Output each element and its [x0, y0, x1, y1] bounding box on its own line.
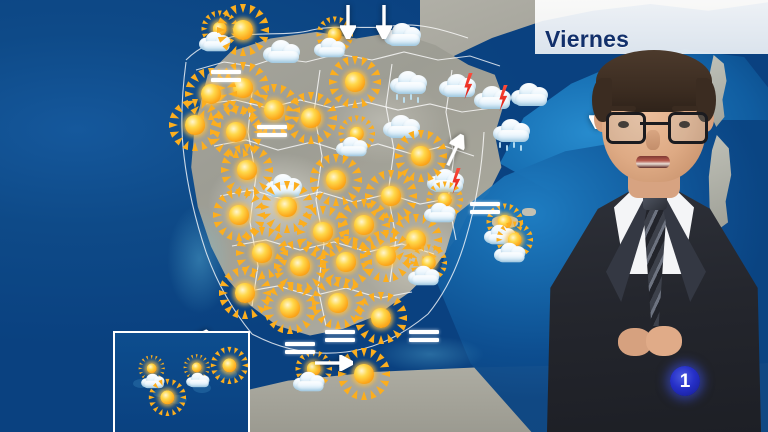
cloud-icon — [263, 169, 307, 203]
sun-icon — [217, 62, 269, 114]
sun-behind-cloud-icon — [489, 221, 534, 266]
sun-behind-cloud-icon — [288, 350, 333, 395]
wind-direction-arrow-icon — [340, 5, 356, 39]
sun-behind-cloud-icon — [309, 16, 354, 61]
sun-icon — [221, 144, 273, 196]
fog-icon — [211, 70, 241, 86]
sun-icon — [338, 348, 390, 400]
sun-icon — [395, 130, 447, 182]
sun-icon — [210, 346, 248, 384]
fog-icon — [470, 202, 500, 218]
sun-icon — [210, 106, 262, 158]
sun-behind-cloud-icon — [178, 354, 212, 388]
cloud-icon — [509, 78, 553, 112]
sun-icon — [248, 84, 300, 136]
sun-behind-cloud-icon — [479, 203, 524, 248]
fog-icon — [409, 330, 439, 346]
sun-icon — [261, 181, 313, 233]
sun-icon — [355, 292, 407, 344]
gran-canaria-island — [193, 383, 211, 393]
sun-icon — [329, 56, 381, 108]
la-palma-island — [133, 379, 149, 388]
sun-icon — [312, 277, 364, 329]
sun-icon — [310, 154, 362, 206]
rain-cloud-icon — [388, 68, 432, 103]
cloud-icon — [261, 35, 305, 69]
presenter-hair-side-left — [592, 78, 612, 122]
fog-icon — [257, 125, 287, 141]
sun-behind-cloud-icon — [194, 10, 239, 55]
sun-icon — [297, 206, 349, 258]
sun-icon — [264, 282, 316, 334]
cloud-icon — [141, 373, 167, 389]
fog-icon — [325, 330, 355, 346]
channel-logo-la1: 1 — [670, 366, 700, 396]
fuerteventura-island — [215, 369, 237, 379]
glasses-icon-left-lens — [606, 112, 646, 144]
presenter-mouth — [636, 156, 670, 168]
thunderstorm-icon — [439, 71, 483, 105]
sun-behind-cloud-icon — [133, 355, 167, 389]
thunderstorm-icon — [427, 166, 471, 200]
glasses-icon-right-lens — [668, 112, 708, 144]
cloud-icon — [293, 371, 327, 392]
sun-behind-cloud-icon — [403, 244, 448, 289]
cloud-icon — [199, 31, 233, 52]
presenter-eye-left — [618, 121, 629, 128]
sun-icon — [148, 378, 186, 416]
cloud-icon — [314, 37, 348, 58]
wind-direction-arrow-icon — [315, 355, 353, 371]
presenter-eyebrow-right — [672, 106, 698, 111]
sardinia-island — [708, 135, 732, 230]
wind-direction-arrow-icon — [376, 5, 392, 39]
presenter-tie — [644, 200, 666, 326]
cloud-icon — [494, 242, 528, 263]
canary-islands-inset-panel[interactable] — [113, 331, 250, 432]
presenter-eye-right — [679, 121, 690, 128]
fog-icon — [285, 342, 315, 358]
menorca-island — [522, 208, 536, 216]
tenerife-island — [169, 395, 187, 404]
sun-icon — [365, 170, 417, 222]
channel-logo-label: 1 — [679, 370, 691, 392]
day-label: Viernes — [545, 26, 630, 52]
presenter-eyebrow-left — [610, 106, 636, 111]
sun-icon — [219, 267, 271, 319]
sun-icon — [285, 92, 337, 144]
cloud-icon — [484, 224, 518, 245]
la-gomera-island — [153, 389, 167, 397]
cloud-icon — [336, 136, 370, 157]
cloud-icon — [186, 372, 212, 388]
canary-weather-symbols — [115, 333, 248, 432]
presenter-hair — [596, 50, 712, 112]
sun-icon — [390, 214, 442, 266]
cloud-icon — [381, 110, 425, 144]
weather-presenter — [540, 42, 768, 432]
sun-behind-cloud-icon — [331, 115, 376, 160]
cloud-icon — [382, 18, 426, 52]
cloud-icon — [424, 202, 458, 223]
presenter-nose — [646, 130, 660, 150]
wind-direction-arrow-icon — [441, 131, 470, 169]
sun-icon — [217, 4, 269, 56]
sun-icon — [274, 240, 326, 292]
sun-icon — [236, 227, 288, 279]
sun-icon — [338, 199, 390, 251]
sun-icon — [320, 236, 372, 288]
thunderstorm-icon — [474, 83, 518, 117]
sun-icon — [169, 99, 221, 151]
presenter-hand-right — [646, 326, 682, 356]
rain-cloud-icon — [491, 116, 535, 151]
sun-icon — [213, 189, 265, 241]
cloud-icon — [408, 265, 442, 286]
presenter-hair-side-right — [696, 78, 716, 122]
sun-icon — [360, 230, 412, 282]
glasses-icon-bridge — [640, 122, 668, 125]
day-banner — [535, 0, 768, 54]
sun-icon — [185, 68, 237, 120]
sun-behind-cloud-icon — [419, 181, 464, 226]
